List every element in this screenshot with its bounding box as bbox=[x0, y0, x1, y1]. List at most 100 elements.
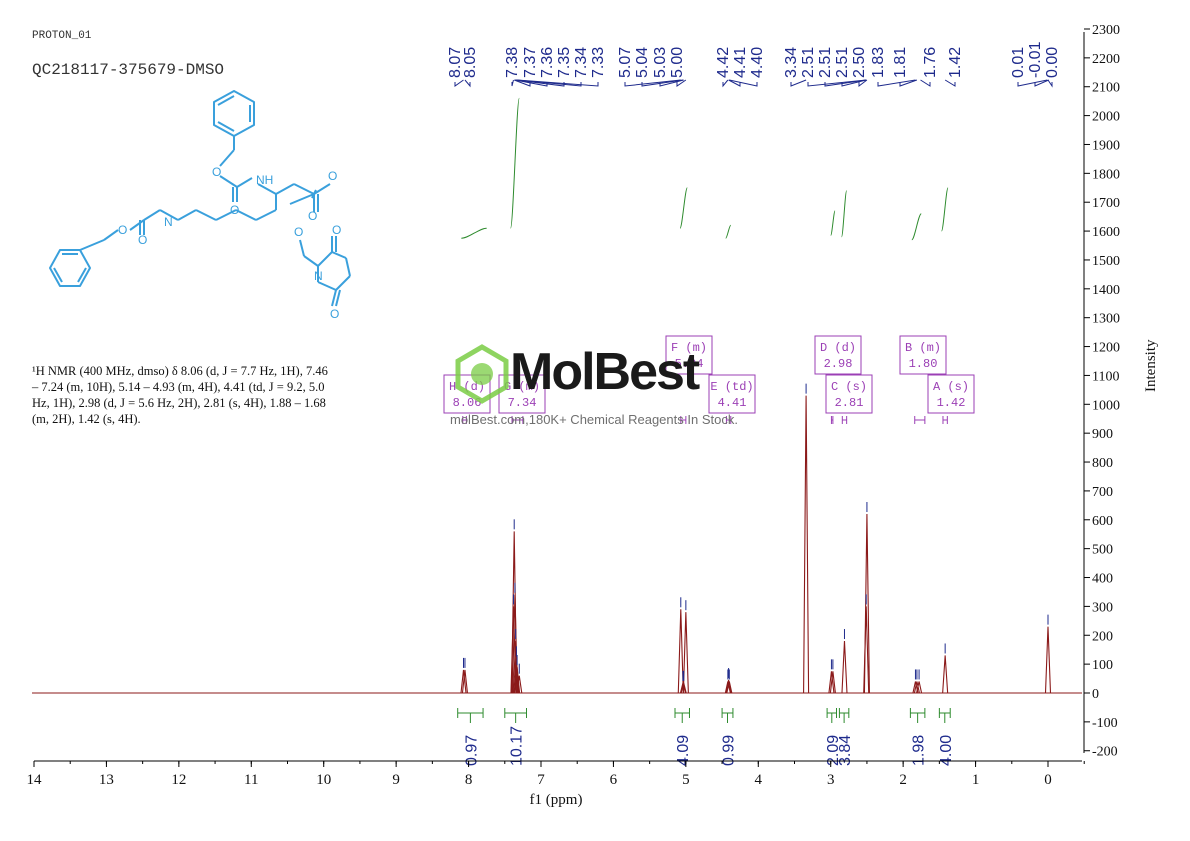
svg-text:NH: NH bbox=[256, 173, 273, 187]
peak-shift-label: 8.07 bbox=[447, 47, 464, 78]
y-tick-label: 1300 bbox=[1092, 312, 1120, 327]
y-tick-label: 1000 bbox=[1092, 398, 1120, 413]
peak-label-connector bbox=[511, 79, 514, 87]
peak-label-connector bbox=[899, 79, 918, 87]
integral-value: 0.99 bbox=[721, 735, 738, 766]
spectrum-peak bbox=[912, 681, 919, 694]
peak-shift-label: 2.51 bbox=[800, 47, 817, 78]
spectrum-peak bbox=[828, 671, 835, 694]
peak-label-connector bbox=[454, 79, 464, 87]
x-tick-label: 4 bbox=[755, 772, 763, 788]
svg-text:N: N bbox=[314, 269, 323, 283]
y-tick-label: 1700 bbox=[1092, 196, 1120, 211]
peak-shift-label: 4.41 bbox=[732, 47, 749, 78]
peak-shift-label: 1.81 bbox=[892, 47, 909, 78]
x-tick-label: 1 bbox=[972, 772, 980, 788]
peak-shift-label: 4.40 bbox=[749, 47, 766, 78]
spectrum-peak bbox=[726, 681, 733, 694]
spectrum-peak bbox=[916, 681, 923, 694]
multiplet-box bbox=[665, 335, 713, 375]
spectrum-peak bbox=[679, 682, 686, 694]
multiplet-label: F (m) bbox=[671, 341, 707, 355]
experiment-label: PROTON_01 bbox=[32, 30, 92, 42]
peak-shift-label: 7.38 bbox=[504, 47, 521, 78]
multiplet-box bbox=[825, 374, 873, 414]
svg-text:O: O bbox=[118, 223, 127, 237]
x-tick-label: 11 bbox=[244, 772, 258, 788]
multiplet-label: B (m) bbox=[905, 341, 941, 355]
integral-curve bbox=[510, 97, 520, 229]
peak-label-connector bbox=[676, 79, 687, 87]
watermark-brand: MolBest bbox=[510, 343, 700, 401]
integral-curve bbox=[841, 190, 848, 238]
spectrum-peak bbox=[829, 671, 836, 694]
spectrum-peak bbox=[841, 641, 848, 694]
y-tick-label: -200 bbox=[1092, 745, 1118, 760]
molbest-logo-icon bbox=[455, 344, 509, 404]
x-tick-label: 7 bbox=[537, 772, 545, 788]
sample-id: QC218117-375679-DMSO bbox=[32, 61, 225, 79]
integral-value: 4.09 bbox=[675, 735, 692, 766]
y-tick-label: 2000 bbox=[1092, 110, 1120, 125]
peak-shift-label: 2.51 bbox=[817, 47, 834, 78]
multiplet-shift: 4.41 bbox=[718, 396, 747, 410]
svg-text:N: N bbox=[164, 215, 173, 229]
multiplet-label: C (s) bbox=[831, 380, 867, 394]
x-tick-label: 12 bbox=[171, 772, 186, 788]
nmr-description: ¹H NMR (400 MHz, dmso) δ 8.06 (d, J = 7.… bbox=[32, 364, 328, 426]
x-tick-label: 13 bbox=[99, 772, 114, 788]
x-axis-label: f1 (ppm) bbox=[530, 792, 583, 808]
multiplet-shift: 1.42 bbox=[937, 396, 966, 410]
y-tick-label: 2200 bbox=[1092, 52, 1120, 67]
integral-value: 0.97 bbox=[463, 735, 480, 766]
spectrum-peak bbox=[725, 679, 732, 694]
integral-curve bbox=[941, 187, 949, 232]
y-tick-label: 1100 bbox=[1092, 369, 1119, 384]
y-tick-label: 1900 bbox=[1092, 138, 1120, 153]
peak-label-connector bbox=[790, 79, 807, 87]
watermark-logo: MolBest bbox=[452, 342, 700, 404]
y-tick-label: 700 bbox=[1092, 485, 1113, 500]
peak-shift-label: 1.83 bbox=[870, 47, 887, 78]
y-tick-label: 400 bbox=[1092, 572, 1113, 587]
peak-label-connector bbox=[1047, 79, 1053, 88]
peak-shift-label: 4.42 bbox=[715, 47, 732, 78]
spectrum-peak bbox=[863, 513, 870, 694]
x-tick-label: 6 bbox=[610, 772, 618, 788]
peak-label-connector bbox=[824, 79, 867, 87]
integral-curve bbox=[911, 213, 922, 241]
peak-label-connector bbox=[1017, 79, 1048, 87]
y-tick-label: 1400 bbox=[1092, 283, 1120, 298]
multiplet-label: D (d) bbox=[820, 341, 856, 355]
x-tick-label: 2 bbox=[899, 772, 907, 788]
integral-value: 2.09 bbox=[825, 735, 842, 766]
y-tick-label: 0 bbox=[1092, 687, 1099, 702]
svg-text:O: O bbox=[328, 169, 337, 183]
multiplet-label: G (m) bbox=[504, 380, 540, 394]
svg-text:O: O bbox=[138, 233, 147, 247]
multiplet-box bbox=[927, 374, 975, 414]
peak-shift-label: 0.01 bbox=[1010, 47, 1027, 78]
multiplet-box bbox=[899, 335, 947, 375]
watermark-subtitle: molBest.com,180K+ Chemical Reagents In S… bbox=[450, 412, 738, 427]
y-tick-label: 300 bbox=[1092, 600, 1113, 615]
peak-label-connector bbox=[728, 79, 741, 87]
multiplet-shift: 1.80 bbox=[909, 357, 938, 371]
peak-shift-label: 3.34 bbox=[783, 47, 800, 78]
spectrum-peak bbox=[942, 655, 949, 694]
peak-label-connector bbox=[464, 79, 471, 88]
peak-label-connector bbox=[624, 79, 681, 87]
peak-shift-label: 7.37 bbox=[522, 47, 539, 78]
y-tick-label: 500 bbox=[1092, 543, 1113, 558]
svg-text:O: O bbox=[212, 165, 221, 179]
x-tick-label: 8 bbox=[465, 772, 473, 788]
peak-shift-label: 1.76 bbox=[922, 47, 939, 78]
peak-shift-label: 1.42 bbox=[947, 47, 964, 78]
integral-value: 1.98 bbox=[911, 735, 928, 766]
multiplet-shift: 7.34 bbox=[508, 396, 537, 410]
peak-shift-label: 0.00 bbox=[1044, 47, 1061, 78]
y-axis-label: Intensity bbox=[1143, 339, 1159, 393]
spectrum-peak bbox=[803, 395, 810, 694]
y-tick-label: 1600 bbox=[1092, 225, 1120, 240]
peak-shift-label: 2.50 bbox=[851, 47, 868, 78]
